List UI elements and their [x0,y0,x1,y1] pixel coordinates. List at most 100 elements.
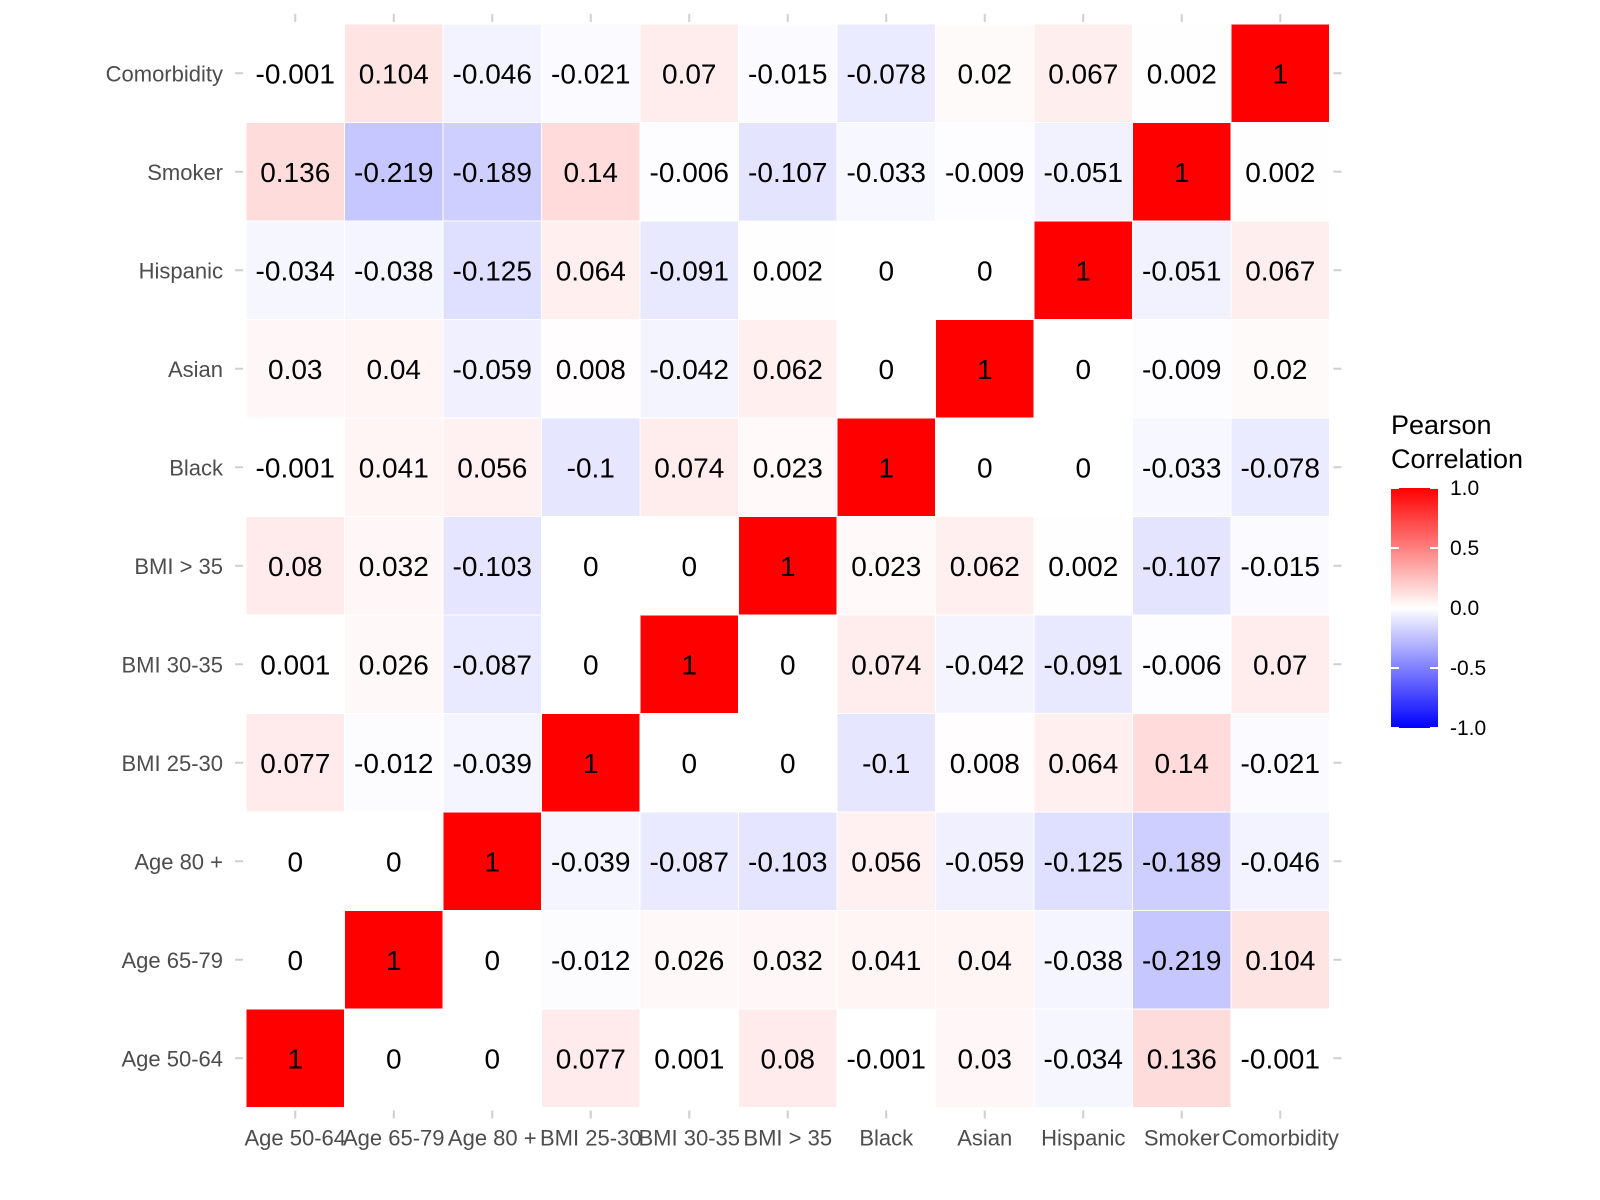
cell-label-age-80-bmi-35: -0.103 [748,846,827,877]
cell-label-black-bmi-25-30: -0.1 [567,452,615,483]
cell-label-black-black: 1 [878,452,894,483]
cell-label-age-50-64-black: -0.001 [847,1043,926,1074]
cell-label-age-80-hispanic: -0.125 [1044,846,1123,877]
cell-label-age-80-age-65-79: 0 [386,846,402,877]
cell-label-age-65-79-comorbidity: 0.104 [1245,945,1315,976]
x-label-bmi-35: BMI > 35 [743,1126,832,1151]
cell-label-age-50-64-age-65-79: 0 [386,1043,402,1074]
y-label-age-65-79: Age 65-79 [121,948,223,973]
cell-bmi-30-35-comorbidity [1230,614,1330,714]
cell-age-50-64-asian [935,1008,1035,1108]
cell-label-comorbidity-age-65-79: 0.104 [359,58,429,89]
cell-bmi-35-smoker [1132,516,1232,616]
cell-label-age-50-64-bmi-35: 0.08 [761,1043,816,1074]
cell-label-age-65-79-smoker: -0.219 [1142,945,1221,976]
cell-comorbidity-age-65-79 [344,23,444,123]
cell-label-asian-age-50-64: 0.03 [268,354,323,385]
cell-bmi-35-age-80 [442,516,542,616]
cell-label-bmi-35-bmi-35: 1 [780,551,796,582]
y-label-age-80: Age 80 + [134,849,223,874]
cell-bmi-35-age-65-79 [344,516,444,616]
y-label-bmi-30-35: BMI 30-35 [122,652,224,677]
cell-bmi-35-asian [935,516,1035,616]
cell-label-smoker-hispanic: -0.051 [1044,157,1123,188]
cell-comorbidity-age-50-64 [245,23,345,123]
cell-label-hispanic-age-65-79: -0.038 [354,255,433,286]
cell-label-black-age-80: 0.056 [457,452,527,483]
cell-black-age-50-64 [245,417,345,517]
heatmap-cell-labels: 1 0 0 0.077 0.001 0.08 -0.001 0.03 -0.034 0.136 -0… [256,58,1320,1074]
cell-label-comorbidity-bmi-25-30: -0.021 [551,58,630,89]
cell-age-50-64-comorbidity [1230,1008,1330,1108]
cell-black-black [836,417,936,517]
cell-bmi-25-30-hispanic [1033,713,1133,813]
cell-label-age-50-64-age-80: 0 [484,1043,500,1074]
x-label-black: Black [859,1126,914,1151]
legend-tick-label: 0.0 [1450,597,1479,620]
cell-label-age-80-bmi-30-35: -0.087 [650,846,729,877]
cell-bmi-30-35-age-50-64 [245,614,345,714]
cell-label-age-50-64-bmi-30-35: 0.001 [654,1043,724,1074]
cell-hispanic-age-65-79 [344,220,444,320]
cell-hispanic-bmi-30-35 [639,220,739,320]
cell-age-50-64-bmi-35 [738,1008,838,1108]
cell-label-age-65-79-age-80: 0 [484,945,500,976]
cell-age-65-79-comorbidity [1230,910,1330,1010]
cell-label-hispanic-smoker: -0.051 [1142,255,1221,286]
cell-label-age-80-black: 0.056 [851,846,921,877]
cell-label-black-bmi-30-35: 0.074 [654,452,724,483]
cell-black-bmi-35 [738,417,838,517]
cell-label-age-65-79-age-65-79: 1 [386,945,402,976]
heatmap-cells [245,23,1330,1108]
cell-label-comorbidity-bmi-30-35: 0.07 [662,58,717,89]
cell-label-bmi-35-bmi-25-30: 0 [583,551,599,582]
cell-bmi-30-35-age-65-79 [344,614,444,714]
cell-label-bmi-30-35-bmi-30-35: 1 [681,649,697,680]
cell-comorbidity-comorbidity [1230,23,1330,123]
cell-bmi-35-age-50-64 [245,516,345,616]
legend-tick-label: 0.5 [1450,537,1479,560]
x-label-hispanic: Hispanic [1041,1126,1125,1151]
cell-bmi-25-30-smoker [1132,713,1232,813]
legend-title-line-1: Pearson [1391,410,1492,440]
cell-comorbidity-asian [935,23,1035,123]
cell-age-80-bmi-35 [738,811,838,911]
cell-label-age-50-64-asian: 0.03 [958,1043,1013,1074]
cell-black-bmi-30-35 [639,417,739,517]
cell-bmi-35-comorbidity [1230,516,1330,616]
cell-label-hispanic-bmi-30-35: -0.091 [650,255,729,286]
cell-bmi-25-30-bmi-30-35 [639,713,739,813]
cell-label-asian-hispanic: 0 [1075,354,1091,385]
cell-label-comorbidity-comorbidity: 1 [1272,58,1288,89]
cell-comorbidity-smoker [1132,23,1232,123]
cell-asian-age-80 [442,319,542,419]
cell-black-age-80 [442,417,542,517]
cell-label-asian-bmi-35: 0.062 [753,354,823,385]
y-axis-ticks [235,72,1342,1060]
legend-title-line-2: Correlation [1391,444,1523,474]
cell-label-bmi-30-35-smoker: -0.006 [1142,649,1221,680]
cell-label-bmi-35-bmi-30-35: 0 [681,551,697,582]
cell-label-bmi-30-35-age-80: -0.087 [453,649,532,680]
cell-label-comorbidity-asian: 0.02 [958,58,1013,89]
cell-asian-age-65-79 [344,319,444,419]
cell-label-age-80-age-80: 1 [484,846,500,877]
cell-label-age-65-79-bmi-35: 0.032 [753,945,823,976]
x-label-bmi-30-35: BMI 30-35 [639,1126,741,1151]
cell-label-comorbidity-black: -0.078 [847,58,926,89]
cell-label-comorbidity-age-50-64: -0.001 [256,58,335,89]
cell-label-black-asian: 0 [977,452,993,483]
cell-age-65-79-asian [935,910,1035,1010]
cell-comorbidity-bmi-30-35 [639,23,739,123]
cell-age-65-79-hispanic [1033,910,1133,1010]
cell-label-bmi-30-35-bmi-35: 0 [780,649,796,680]
cell-label-hispanic-age-50-64: -0.034 [256,255,335,286]
cell-age-80-age-80 [442,811,542,911]
cell-label-age-65-79-black: 0.041 [851,945,921,976]
cell-hispanic-age-80 [442,220,542,320]
cell-label-hispanic-bmi-35: 0.002 [753,255,823,286]
cell-label-comorbidity-smoker: 0.002 [1147,58,1217,89]
cell-comorbidity-bmi-35 [738,23,838,123]
y-label-asian: Asian [168,357,223,382]
